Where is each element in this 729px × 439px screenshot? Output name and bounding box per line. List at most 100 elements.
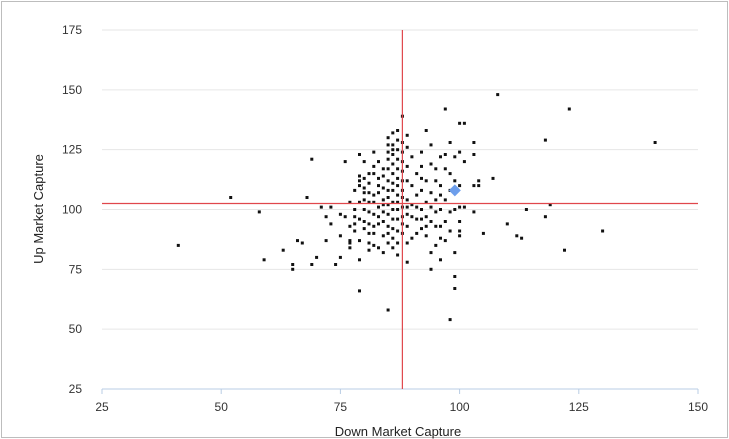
data-point [372, 172, 376, 176]
x-tick-label-100: 100 [450, 400, 470, 414]
data-point [458, 229, 462, 233]
data-point [415, 172, 419, 176]
data-point [343, 215, 347, 219]
reference-lines [102, 30, 698, 389]
data-point [391, 217, 395, 221]
data-point [353, 222, 357, 226]
data-point [439, 193, 442, 197]
data-point [377, 160, 380, 164]
x-tick-label-150: 150 [688, 400, 708, 414]
data-point [348, 224, 352, 228]
data-point [563, 248, 566, 252]
data-point [424, 200, 428, 204]
data-point [377, 222, 380, 226]
data-point [410, 236, 414, 240]
x-tick-label-25: 25 [95, 400, 109, 414]
data-point [358, 200, 361, 204]
data-point [481, 231, 485, 235]
data-point [420, 217, 423, 221]
data-point [420, 208, 423, 211]
data-point [334, 263, 338, 266]
data-point [396, 167, 400, 171]
data-point [358, 239, 361, 243]
highlighted-point-diamond [448, 184, 461, 197]
data-point [448, 210, 452, 214]
data-point [391, 188, 395, 192]
data-point [472, 141, 476, 144]
data-point [367, 241, 371, 245]
data-point [434, 167, 438, 171]
data-point [386, 136, 390, 140]
data-point [372, 231, 376, 235]
data-point [396, 176, 400, 180]
data-point [381, 210, 385, 214]
data-point [429, 251, 433, 255]
data-point [453, 179, 457, 183]
data-point [391, 246, 395, 250]
data-point [429, 143, 433, 147]
data-point [291, 267, 295, 271]
data-point [448, 229, 452, 233]
data-point [439, 258, 442, 262]
data-point [543, 215, 547, 219]
data-point [405, 205, 409, 209]
data-point [377, 205, 380, 209]
data-point [372, 193, 376, 197]
data-point [386, 203, 390, 207]
data-point [405, 164, 409, 168]
data-point [372, 224, 376, 228]
data-point [348, 246, 352, 250]
data-point [310, 263, 314, 266]
data-point [439, 184, 442, 188]
data-point [367, 210, 371, 214]
data-point [429, 267, 433, 271]
data-point [567, 107, 571, 111]
data-point [462, 160, 466, 164]
data-point [386, 308, 390, 312]
data-point [386, 179, 390, 183]
data-point [367, 248, 371, 252]
y-tick-label-125: 125 [62, 143, 82, 157]
data-point [358, 153, 361, 156]
data-point [391, 236, 395, 240]
data-point [391, 200, 395, 204]
data-point [453, 208, 457, 211]
data-point [329, 222, 333, 226]
data-point [396, 253, 400, 257]
data-point [429, 191, 433, 195]
data-point [443, 239, 447, 243]
data-point [396, 208, 400, 211]
data-point [415, 193, 419, 197]
data-point [458, 150, 462, 154]
data-point [391, 143, 395, 147]
data-point [381, 234, 385, 238]
data-point [505, 222, 509, 226]
data-point [434, 210, 438, 214]
data-point [391, 131, 395, 135]
data-point [319, 205, 323, 209]
data-point [391, 208, 395, 211]
data-point [477, 184, 481, 188]
data-point [391, 181, 395, 185]
data-point [381, 203, 385, 207]
data-point [548, 203, 552, 207]
data-point [458, 220, 462, 223]
data-point [405, 212, 409, 216]
data-point [391, 227, 395, 231]
data-point [229, 196, 233, 199]
data-point [358, 289, 361, 293]
data-point [386, 231, 390, 235]
data-point [343, 160, 347, 164]
data-point [281, 248, 285, 252]
data-point [396, 193, 400, 197]
data-point [367, 222, 371, 226]
data-point [362, 186, 366, 190]
data-point [405, 198, 409, 202]
highlight-layer [448, 184, 461, 197]
data-point [372, 212, 376, 216]
data-point [391, 153, 395, 156]
data-point [405, 179, 409, 183]
data-point [443, 198, 447, 202]
data-point [462, 205, 466, 209]
data-point [353, 215, 357, 219]
